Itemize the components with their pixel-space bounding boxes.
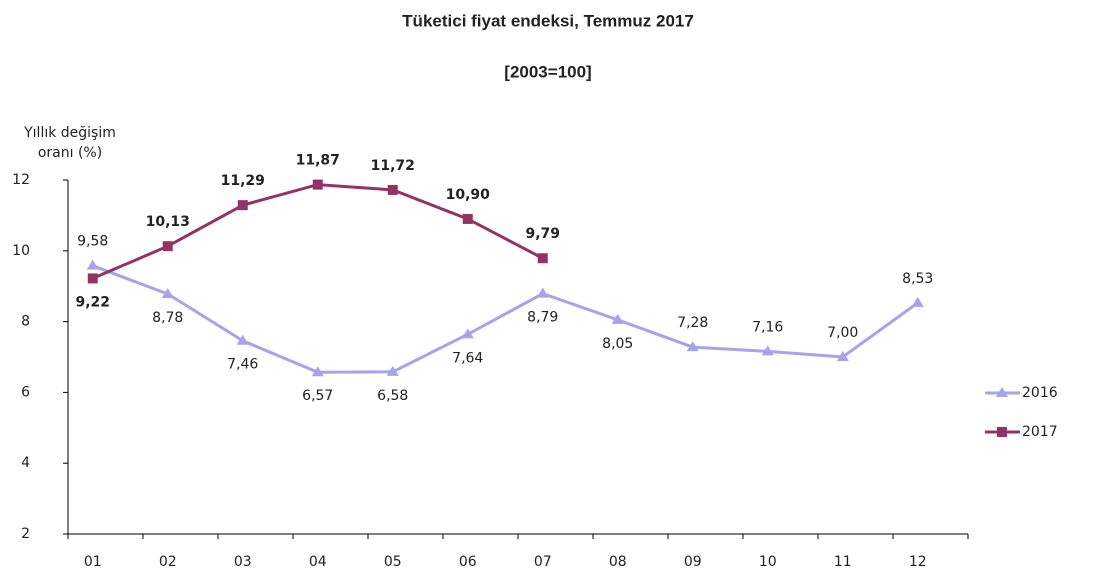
point (87, 273, 98, 284)
point (461, 328, 474, 339)
data-label: 8,05 (602, 336, 633, 352)
y-axis-label: Yıllık değişim (23, 125, 116, 141)
point (996, 387, 1008, 397)
point (462, 213, 473, 224)
point (911, 296, 924, 307)
y-tick-label: 2 (21, 526, 30, 542)
data-label: 11,72 (371, 158, 415, 174)
point (536, 287, 549, 298)
chart-subtitle: [2003=100] (504, 62, 591, 81)
data-label: 6,57 (302, 388, 333, 404)
data-label: 11,87 (296, 153, 340, 169)
legend-label: 2016 (1022, 385, 1058, 401)
point (236, 334, 249, 345)
point (387, 184, 398, 195)
data-label: 8,78 (152, 310, 183, 326)
x-tick-label: 07 (534, 554, 552, 570)
y-tick-label: 10 (12, 243, 30, 259)
x-tick-label: 03 (234, 554, 252, 570)
x-tick-label: 12 (909, 554, 927, 570)
legend-label: 2017 (1022, 424, 1058, 440)
data-label: 10,13 (146, 214, 190, 230)
data-label: 9,79 (525, 226, 560, 242)
point (611, 313, 624, 324)
x-tick-label: 09 (684, 554, 702, 570)
point (761, 345, 774, 356)
x-tick-label: 04 (309, 554, 327, 570)
data-label: 6,58 (377, 388, 408, 404)
x-tick-label: 11 (834, 554, 852, 570)
point (237, 200, 248, 211)
point (311, 366, 324, 377)
chart-title: Tüketici fiyat endeksi, Temmuz 2017 (402, 11, 694, 30)
data-label: 11,29 (221, 173, 265, 189)
point (836, 351, 849, 361)
x-tick-label: 05 (384, 554, 402, 570)
data-label: 7,46 (227, 357, 258, 373)
point (997, 427, 1007, 437)
data-label: 10,90 (446, 187, 491, 203)
point (162, 241, 173, 252)
x-tick-label: 01 (84, 554, 102, 570)
data-label: 7,64 (452, 350, 483, 366)
data-label: 7,16 (752, 319, 783, 335)
data-label: 9,22 (75, 294, 110, 310)
x-tick-label: 10 (759, 554, 777, 570)
point (686, 341, 699, 352)
data-label: 7,28 (677, 315, 708, 331)
series-line (92, 264, 919, 374)
y-axis-label: oranı (%) (38, 145, 102, 161)
x-tick-label: 08 (609, 554, 627, 570)
y-tick-label: 12 (12, 172, 30, 188)
point (161, 287, 174, 298)
x-tick-label: 06 (459, 554, 477, 570)
x-tick-label: 02 (159, 554, 177, 570)
point (312, 179, 323, 190)
point (86, 259, 99, 270)
data-label: 8,53 (902, 271, 933, 287)
y-tick-label: 6 (21, 384, 30, 400)
point (537, 253, 548, 264)
data-label: 8,79 (527, 310, 558, 326)
point (386, 365, 399, 376)
data-label: 9,58 (77, 234, 108, 250)
y-tick-label: 8 (21, 314, 30, 330)
data-label: 7,00 (827, 325, 858, 341)
y-tick-label: 4 (21, 455, 30, 471)
